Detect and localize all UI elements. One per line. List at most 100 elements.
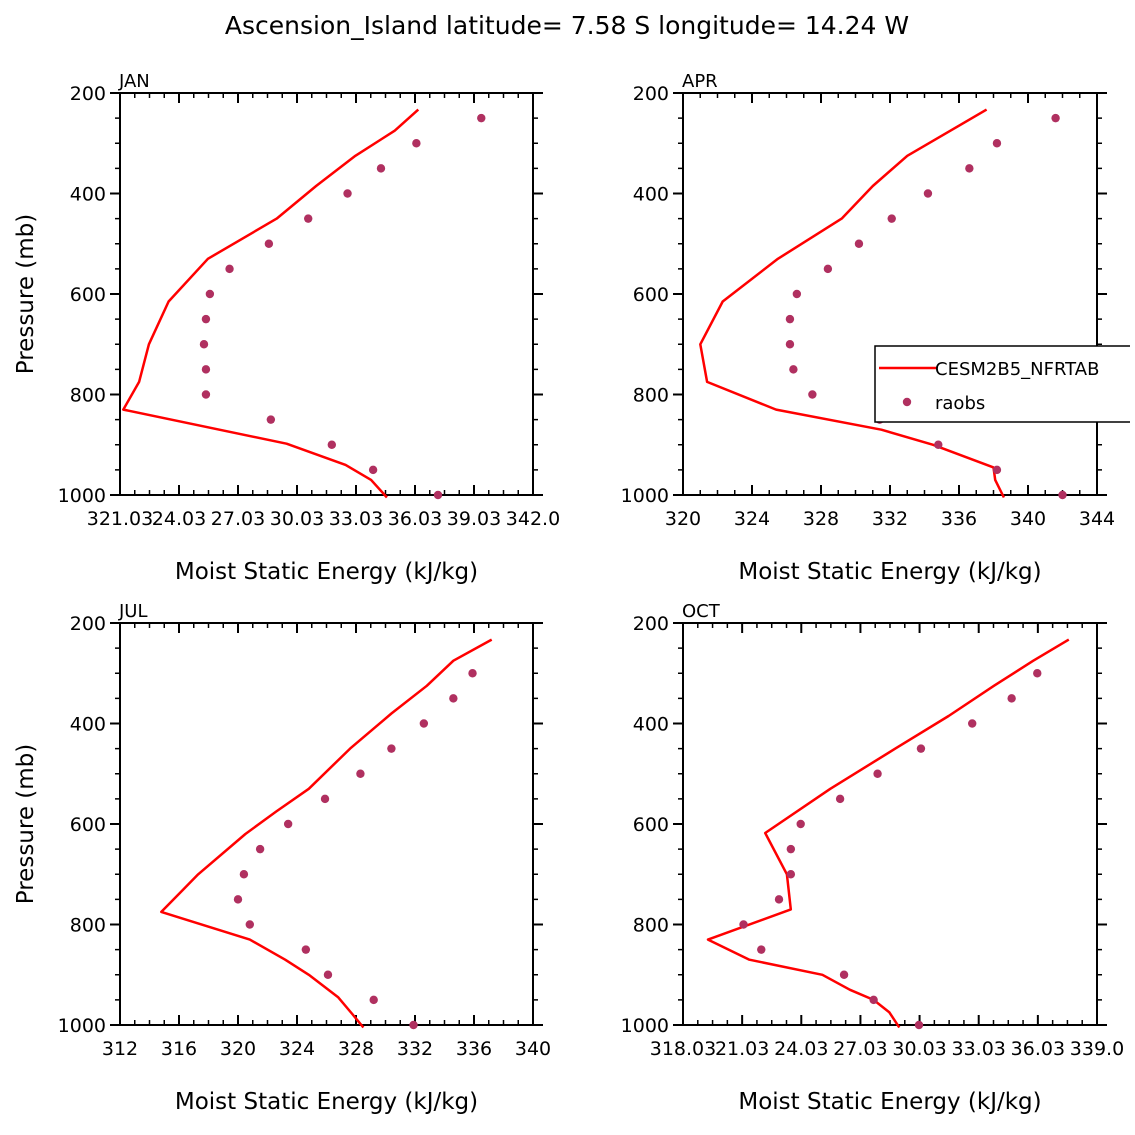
y-tick-label: 200 bbox=[70, 613, 106, 635]
x-tick-label: 33.03 bbox=[329, 508, 383, 530]
x-tick-label: 324 bbox=[279, 1038, 315, 1060]
raobs-point bbox=[323, 970, 333, 979]
x-tick-label: 324 bbox=[734, 508, 770, 530]
raobs-point bbox=[368, 465, 378, 475]
y-tick-label: 400 bbox=[70, 714, 106, 736]
raobs-point bbox=[965, 164, 974, 173]
x-tick-label: 328 bbox=[803, 508, 839, 530]
raobs-point bbox=[301, 945, 311, 954]
raobs-point bbox=[873, 769, 882, 778]
x-tick-label: 320 bbox=[220, 1038, 256, 1060]
legend-entry-model: CESM2B5_NFRTAB bbox=[935, 359, 1099, 380]
x-tick-label: 36.03 bbox=[1011, 1038, 1065, 1060]
raobs-point bbox=[757, 945, 766, 954]
y-tick-label: 400 bbox=[633, 184, 669, 206]
x-axis-label: Moist Static Energy (kJ/kg) bbox=[738, 1089, 1041, 1115]
series-line-cesm2b5_nfrtab bbox=[122, 108, 420, 499]
raobs-point bbox=[201, 314, 211, 324]
y-tick-label: 400 bbox=[70, 184, 106, 206]
raobs-point bbox=[796, 819, 805, 829]
raobs-point bbox=[283, 819, 293, 829]
y-tick-label: 600 bbox=[70, 284, 106, 306]
raobs-point bbox=[468, 669, 477, 678]
legend-entry-raobs: raobs bbox=[935, 393, 985, 414]
raobs-point bbox=[968, 719, 977, 728]
raobs-point bbox=[1007, 694, 1016, 703]
y-tick-label: 200 bbox=[633, 83, 669, 105]
x-tick-label: 332 bbox=[872, 508, 908, 530]
raobs-point bbox=[934, 440, 943, 449]
raobs-point bbox=[419, 719, 429, 728]
raobs-point bbox=[356, 769, 365, 778]
x-tick-label: 344 bbox=[1079, 508, 1115, 530]
x-tick-label: 342.0 bbox=[506, 508, 560, 530]
raobs-point bbox=[199, 340, 209, 349]
raobs-point bbox=[477, 113, 486, 123]
x-tick-label: 33.03 bbox=[952, 1038, 1006, 1060]
raobs-point bbox=[239, 870, 249, 879]
raobs-point bbox=[914, 1020, 924, 1030]
x-tick-label: 328 bbox=[338, 1038, 374, 1060]
x-tick-label: 27.03 bbox=[833, 1038, 887, 1060]
x-tick-label: 340 bbox=[515, 1038, 551, 1060]
y-tick-label: 800 bbox=[633, 385, 669, 407]
x-tick-label: 30.03 bbox=[892, 1038, 946, 1060]
series-line-cesm2b5_nfrtab bbox=[706, 638, 1070, 1029]
raobs-point bbox=[835, 794, 845, 804]
raobs-point bbox=[785, 314, 795, 324]
raobs-point bbox=[387, 744, 396, 753]
x-tick-label: 24.03 bbox=[774, 1038, 828, 1060]
panel-label: APR bbox=[682, 71, 718, 92]
y-tick-label: 800 bbox=[70, 915, 106, 937]
x-tick-label: 312 bbox=[102, 1038, 138, 1060]
y-tick-label: 1000 bbox=[58, 485, 106, 507]
x-tick-label: 27.03 bbox=[211, 508, 265, 530]
y-tick-label: 200 bbox=[70, 83, 106, 105]
raobs-point bbox=[887, 214, 896, 223]
raobs-point bbox=[327, 440, 337, 449]
raobs-point bbox=[1051, 113, 1060, 123]
x-tick-label: 39.03 bbox=[447, 508, 501, 530]
y-tick-label: 400 bbox=[633, 714, 669, 736]
x-axis-label: Moist Static Energy (kJ/kg) bbox=[175, 1089, 478, 1115]
raobs-point bbox=[266, 415, 276, 424]
raobs-point bbox=[255, 844, 265, 854]
raobs-point bbox=[916, 744, 926, 753]
x-tick-label: 30.03 bbox=[270, 508, 324, 530]
raobs-point bbox=[1058, 490, 1067, 500]
series-line-cesm2b5_nfrtab bbox=[160, 638, 493, 1029]
x-tick-label: 320 bbox=[665, 508, 701, 530]
panel-jul: JUL 312 316 320 324 328 332 336 340 200 400 600 800 1… bbox=[13, 601, 551, 1115]
y-tick-label: 1000 bbox=[58, 1015, 106, 1037]
raobs-point bbox=[409, 1020, 418, 1030]
y-axis-label: Pressure (mb) bbox=[13, 744, 39, 904]
panel-label: JAN bbox=[118, 71, 150, 92]
raobs-point bbox=[789, 365, 798, 374]
y-axis-label: Pressure (mb) bbox=[13, 214, 39, 374]
raobs-point bbox=[1033, 669, 1042, 678]
x-tick-label: 336 bbox=[941, 508, 977, 530]
x-tick-label: 36.03 bbox=[388, 508, 442, 530]
x-tick-label: 321.03 bbox=[87, 508, 153, 530]
x-tick-label: 340 bbox=[1010, 508, 1046, 530]
raobs-point bbox=[792, 289, 802, 299]
raobs-point bbox=[201, 365, 211, 374]
raobs-point bbox=[449, 694, 458, 703]
raobs-point bbox=[739, 920, 748, 929]
raobs-point bbox=[201, 390, 211, 399]
raobs-point bbox=[854, 239, 864, 248]
raobs-point bbox=[233, 895, 243, 904]
raobs-point bbox=[774, 895, 784, 904]
x-axis-label: Moist Static Energy (kJ/kg) bbox=[175, 559, 478, 585]
series-line-cesm2b5_nfrtab bbox=[699, 108, 1006, 499]
panel-apr: APR 320 324 328 332 336 340 344 200 400 600 800 1000… bbox=[621, 71, 1130, 585]
raobs-point bbox=[992, 139, 1002, 148]
legend-box bbox=[874, 345, 1130, 423]
raobs-point bbox=[823, 264, 833, 274]
raobs-point bbox=[343, 189, 352, 198]
